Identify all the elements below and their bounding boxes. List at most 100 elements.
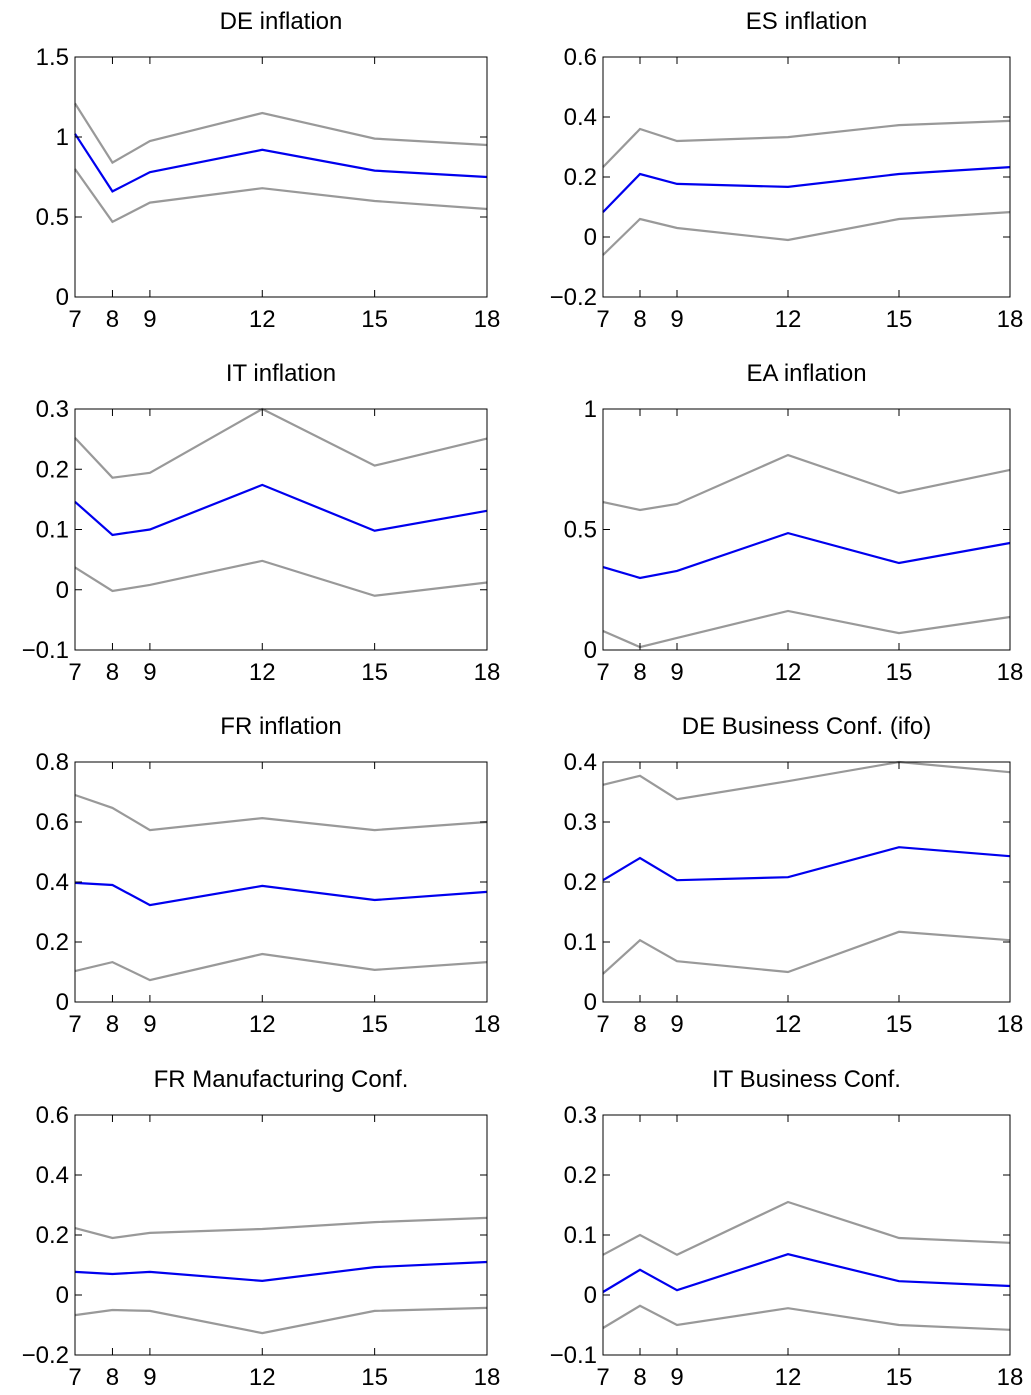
- series-line: [602, 531, 1011, 580]
- x-tick-label: 9: [670, 659, 683, 686]
- chart-title: IT inflation: [226, 360, 336, 387]
- chart-title: ES inflation: [746, 8, 867, 35]
- chart-title: FR Manufacturing Conf.: [154, 1066, 409, 1093]
- x-tick-label: 8: [106, 306, 119, 333]
- y-tick-label: 0.4: [36, 1162, 69, 1189]
- x-tick-label: 7: [596, 306, 609, 333]
- x-tick-label: 15: [886, 1364, 913, 1391]
- y-tick-label: 0: [56, 577, 69, 604]
- x-tick-label: 15: [361, 1011, 388, 1038]
- x-tick-label: 12: [775, 659, 802, 686]
- y-tick-label: −0.1: [550, 1342, 597, 1369]
- series-line: [74, 793, 488, 832]
- x-tick-label: 15: [886, 659, 913, 686]
- y-tick-label: 0.6: [36, 1102, 69, 1129]
- x-tick-label: 8: [633, 306, 646, 333]
- axes-box: [74, 56, 488, 298]
- y-tick-label: 0.2: [36, 456, 69, 483]
- x-tick-label: 8: [633, 1011, 646, 1038]
- series-line: [602, 760, 1011, 801]
- x-tick-label: 12: [775, 306, 802, 333]
- x-tick-label: 8: [106, 1364, 119, 1391]
- x-tick-label: 18: [997, 1364, 1024, 1391]
- y-tick-label: 0.4: [564, 104, 597, 131]
- y-tick-label: 0.6: [564, 44, 597, 71]
- y-tick-label: 1: [584, 396, 597, 423]
- x-tick-label: 9: [670, 1364, 683, 1391]
- y-tick-label: 0.2: [564, 164, 597, 191]
- series-line: [602, 1304, 1011, 1331]
- y-tick-label: 0.4: [36, 869, 69, 896]
- x-tick-label: 18: [997, 659, 1024, 686]
- y-tick-label: −0.1: [22, 637, 69, 664]
- x-tick-label: 18: [997, 1011, 1024, 1038]
- y-tick-label: 0.3: [564, 809, 597, 836]
- series-line: [602, 166, 1011, 213]
- x-tick-label: 8: [633, 1364, 646, 1391]
- x-tick-label: 18: [474, 1011, 501, 1038]
- x-tick-label: 7: [68, 1011, 81, 1038]
- series-line: [74, 102, 488, 165]
- x-tick-label: 12: [775, 1011, 802, 1038]
- y-tick-label: −0.2: [22, 1342, 69, 1369]
- y-tick-label: 0: [584, 637, 597, 664]
- x-tick-label: 8: [633, 659, 646, 686]
- series-line: [74, 881, 488, 907]
- y-tick-label: 0.3: [36, 396, 69, 423]
- series-line: [602, 119, 1011, 168]
- y-tick-label: 0.3: [564, 1102, 597, 1129]
- x-tick-label: 15: [361, 1364, 388, 1391]
- series-line: [74, 559, 488, 597]
- y-tick-label: 0.1: [564, 929, 597, 956]
- series-line: [74, 1260, 488, 1283]
- y-tick-label: 0.6: [36, 809, 69, 836]
- chart-title: FR inflation: [220, 713, 341, 740]
- x-tick-label: 9: [670, 1011, 683, 1038]
- y-tick-label: 0.2: [564, 869, 597, 896]
- y-tick-label: 0: [584, 989, 597, 1016]
- y-tick-label: 0.1: [36, 517, 69, 544]
- x-tick-label: 7: [68, 659, 81, 686]
- series-line: [602, 1253, 1011, 1293]
- x-tick-label: 18: [474, 1364, 501, 1391]
- series-line: [74, 483, 488, 537]
- x-tick-label: 9: [143, 306, 156, 333]
- x-tick-label: 8: [106, 659, 119, 686]
- x-tick-label: 7: [68, 1364, 81, 1391]
- y-tick-label: 0: [56, 1282, 69, 1309]
- x-tick-label: 12: [249, 1364, 276, 1391]
- x-tick-label: 8: [106, 1011, 119, 1038]
- series-line: [602, 846, 1011, 882]
- axes-box: [602, 56, 1011, 298]
- series-line: [602, 453, 1011, 512]
- axes-box: [74, 408, 488, 651]
- y-tick-label: 0.5: [564, 517, 597, 544]
- x-tick-label: 7: [68, 306, 81, 333]
- x-tick-label: 12: [775, 1364, 802, 1391]
- series-line: [74, 952, 488, 982]
- x-tick-label: 12: [249, 1011, 276, 1038]
- x-tick-label: 18: [997, 306, 1024, 333]
- series-line: [602, 609, 1011, 649]
- y-tick-label: −0.2: [550, 284, 597, 311]
- y-tick-label: 0.8: [36, 749, 69, 776]
- x-tick-label: 7: [596, 1011, 609, 1038]
- y-tick-label: 0: [584, 224, 597, 251]
- x-tick-label: 9: [143, 659, 156, 686]
- x-tick-label: 12: [249, 659, 276, 686]
- series-line: [74, 1216, 488, 1240]
- series-line: [602, 211, 1011, 256]
- x-tick-label: 7: [596, 659, 609, 686]
- x-tick-label: 15: [886, 306, 913, 333]
- series-line: [602, 930, 1011, 975]
- y-tick-label: 0.2: [36, 1222, 69, 1249]
- chart-title: DE inflation: [220, 8, 343, 35]
- series-line: [74, 1306, 488, 1335]
- y-tick-label: 1.5: [36, 44, 69, 71]
- x-tick-label: 15: [886, 1011, 913, 1038]
- y-tick-label: 0: [584, 1282, 597, 1309]
- series-line: [602, 1200, 1011, 1257]
- y-tick-label: 0: [56, 284, 69, 311]
- x-tick-label: 9: [143, 1364, 156, 1391]
